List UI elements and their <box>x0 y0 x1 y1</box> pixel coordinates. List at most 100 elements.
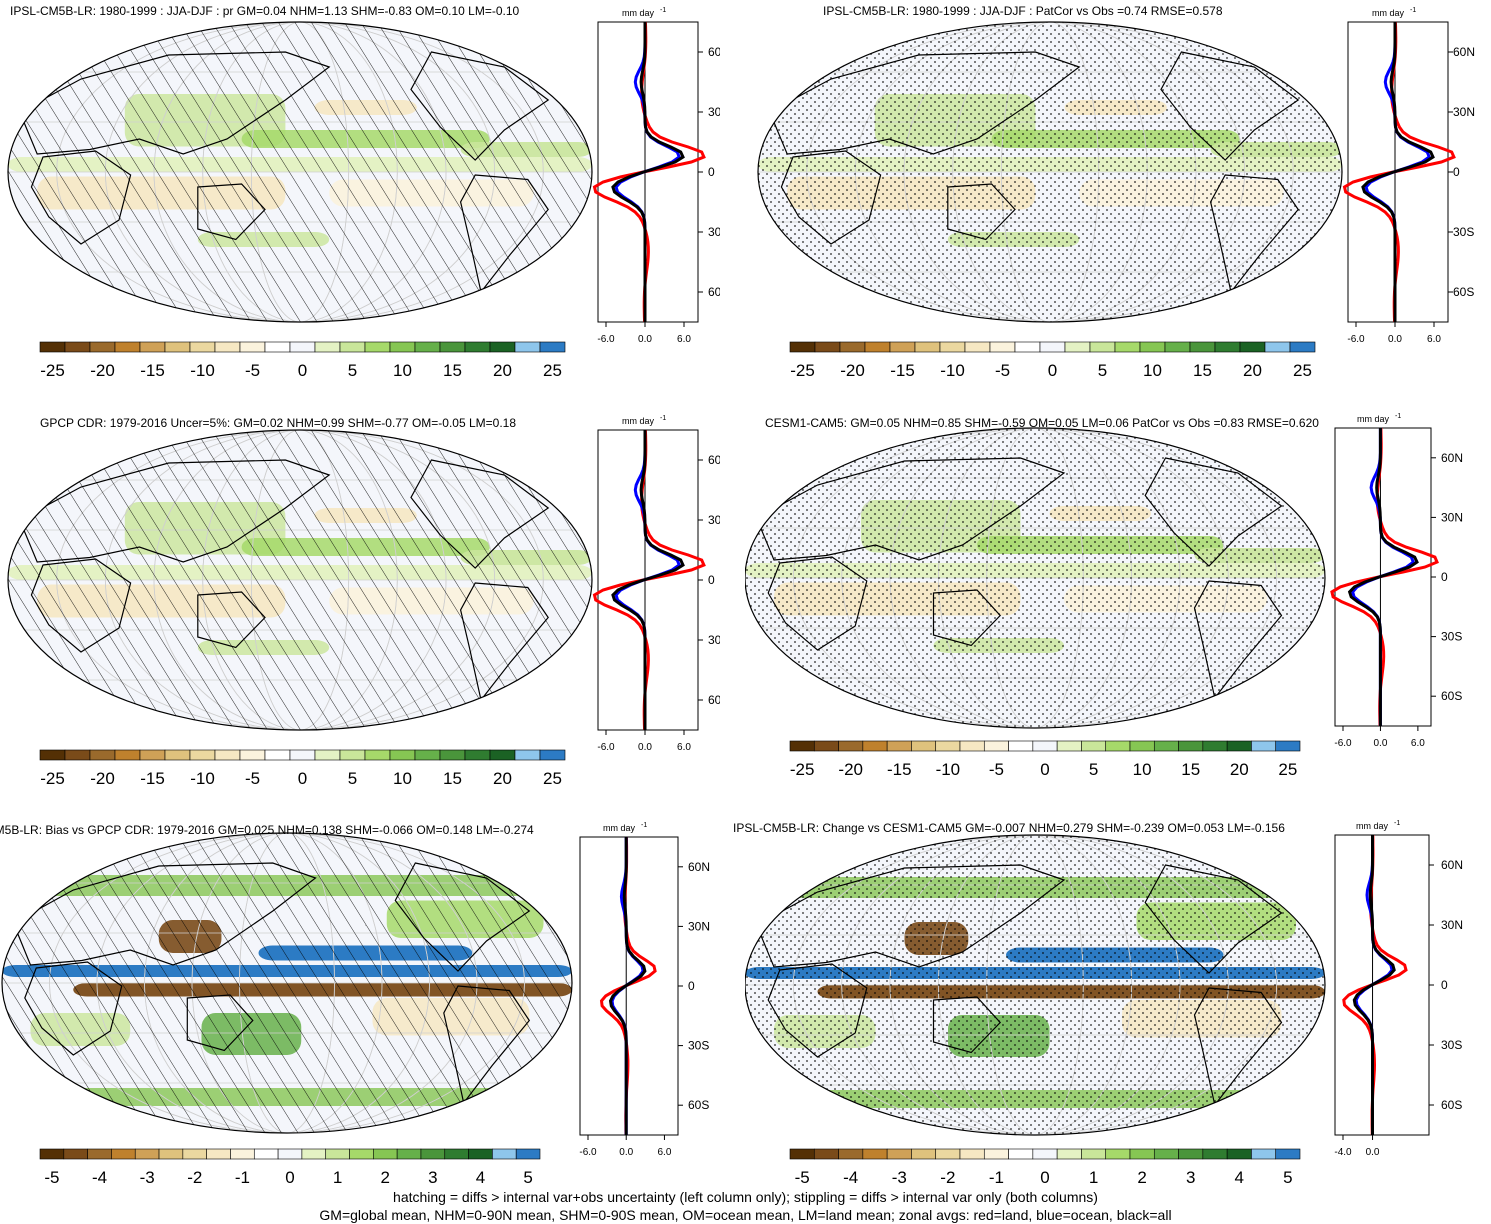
colorbar-swatch <box>1178 1148 1204 1160</box>
colorbar-swatch <box>983 1148 1009 1160</box>
colorbar-swatch <box>264 749 291 761</box>
colorbar-label: -3 <box>140 1168 155 1187</box>
colorbar-swatch <box>1264 341 1291 353</box>
colorbar-swatch <box>514 341 541 353</box>
colorbar-label: 10 <box>1133 760 1152 779</box>
colorbar-swatch <box>114 749 141 761</box>
colorbar-swatch <box>87 1148 112 1160</box>
colorbar-label: 15 <box>1181 760 1200 779</box>
colorbar-swatch <box>420 1148 446 1160</box>
colorbar-swatch <box>289 341 316 353</box>
profile-units-exponent: -1 <box>641 822 647 829</box>
colorbar-label: -10 <box>190 361 215 380</box>
lat-tick-label: 0 <box>708 165 715 179</box>
colorbar-swatch <box>64 341 91 353</box>
colorbar-label: 4 <box>1235 1168 1244 1187</box>
profile-x-tick-label: 0.0 <box>638 334 652 345</box>
colorbar-swatch <box>1139 341 1166 353</box>
colorbar-swatch <box>911 1148 937 1160</box>
footer-line-2: GM=global mean, NHM=0-90N mean, SHM=0-90… <box>319 1207 1172 1223</box>
lat-tick-label: 60S <box>688 1098 709 1112</box>
colorbar-label: 15 <box>443 769 462 788</box>
colorbar-label: -20 <box>838 760 863 779</box>
colorbar-swatch <box>314 341 341 353</box>
colorbar-swatch <box>1226 740 1252 752</box>
colorbar-swatch <box>389 341 416 353</box>
colorbar-swatch <box>464 341 491 353</box>
profile-units-label: mm day <box>1372 8 1405 18</box>
colorbar-label: 10 <box>393 769 412 788</box>
colorbar-label: 20 <box>1243 361 1262 380</box>
colorbar-label: -15 <box>140 361 165 380</box>
colorbar-swatch <box>1014 341 1041 353</box>
profile-units-exponent: -1 <box>660 415 666 422</box>
colorbar-swatch <box>444 1148 469 1160</box>
profile-units-label: mm day <box>622 8 655 18</box>
profile-x-tick-label: -4.0 <box>1334 1147 1352 1158</box>
map-outline <box>757 21 1343 323</box>
panel-cesm1-cam5: CESM1-CAM5: GM=0.05 NHM=0.85 SHM=-0.59 O… <box>744 408 1491 798</box>
colorbar-label: 4 <box>476 1168 485 1187</box>
colorbar-swatch <box>1032 1148 1058 1160</box>
profile-x-tick-label: 6.0 <box>1427 334 1441 345</box>
colorbar-swatch <box>964 341 991 353</box>
map-fields <box>2 833 572 1133</box>
colorbar-label: -2 <box>940 1168 955 1187</box>
colorbar-swatch <box>1129 740 1155 752</box>
profile-x-tick-label: -6.0 <box>1334 738 1352 749</box>
colorbar-swatch <box>39 749 66 761</box>
colorbar-swatch <box>111 1148 136 1160</box>
panel-title: GPCP CDR: 1979-2016 Uncer=5%: GM=0.02 NH… <box>40 416 517 430</box>
colorbar-swatch <box>959 1148 985 1160</box>
colorbar-swatch <box>935 740 961 752</box>
lat-tick-label: 60N <box>1441 451 1463 465</box>
colorbar-label: 5 <box>523 1168 532 1187</box>
colorbar-label: -20 <box>90 361 115 380</box>
profile-x-tick-label: 0.0 <box>1388 334 1402 345</box>
hatching-overlay <box>2 833 572 1133</box>
panel-title: IPSL-CM5B-LR: Bias vs GPCP CDR: 1979-201… <box>0 823 534 837</box>
colorbar-swatch <box>813 740 839 752</box>
colorbar-swatch <box>539 341 566 353</box>
colorbar-swatch <box>139 341 166 353</box>
lat-tick-label: 30S <box>708 633 720 647</box>
colorbar-label: 3 <box>1186 1168 1195 1187</box>
colorbar-label: 2 <box>381 1168 390 1187</box>
colorbar-label: 0 <box>285 1168 294 1187</box>
profile-units-exponent: -1 <box>1394 820 1400 827</box>
colorbar-swatch <box>189 749 216 761</box>
map-outline <box>7 21 593 323</box>
colorbar-label: 0 <box>1040 760 1049 779</box>
colorbar-swatch <box>1153 1148 1179 1160</box>
colorbar-swatch <box>289 749 316 761</box>
map-outline <box>744 427 1326 729</box>
colorbar-swatch <box>1189 341 1216 353</box>
colorbar-swatch <box>1129 1148 1155 1160</box>
panel-figure: mm day -1 60N 30N 0 30S 60S -6.0 0.0 6.0 -25 -20 -15… <box>757 7 1475 380</box>
lat-tick-label: 0 <box>1453 165 1460 179</box>
colorbar-swatch <box>939 341 966 353</box>
profile-x-tick-label: -6.0 <box>1347 334 1365 345</box>
colorbar-label: -5 <box>795 1168 810 1187</box>
colorbar-swatch <box>1056 1148 1082 1160</box>
colorbar-swatch <box>1239 341 1266 353</box>
profile-x-tick-label: -6.0 <box>597 334 615 345</box>
colorbar-label: -5 <box>44 1168 59 1187</box>
lat-tick-label: 60N <box>688 860 710 874</box>
panel-gpcp-cdr: GPCP CDR: 1979-2016 Uncer=5%: GM=0.02 NH… <box>0 408 730 798</box>
colorbar-label: 1 <box>333 1168 342 1187</box>
colorbar-swatch <box>264 341 291 353</box>
lat-tick-label: 0 <box>688 979 695 993</box>
colorbar-label: 2 <box>1137 1168 1146 1187</box>
colorbar-label: -15 <box>140 769 165 788</box>
profile-x-tick-label: 6.0 <box>677 334 691 345</box>
colorbar-swatch <box>230 1148 255 1160</box>
zonal-profile-box <box>1334 834 1430 1136</box>
colorbar-swatch <box>364 749 391 761</box>
colorbar-swatch <box>464 749 491 761</box>
lat-tick-label: 60S <box>1441 689 1462 703</box>
colorbar-swatch <box>789 740 815 752</box>
profile-units-exponent: -1 <box>1395 413 1401 420</box>
colorbar-swatch <box>158 1148 184 1160</box>
panel-title: IPSL-CM5B-LR: Change vs CESM1-CAM5 GM=-0… <box>733 821 1285 835</box>
